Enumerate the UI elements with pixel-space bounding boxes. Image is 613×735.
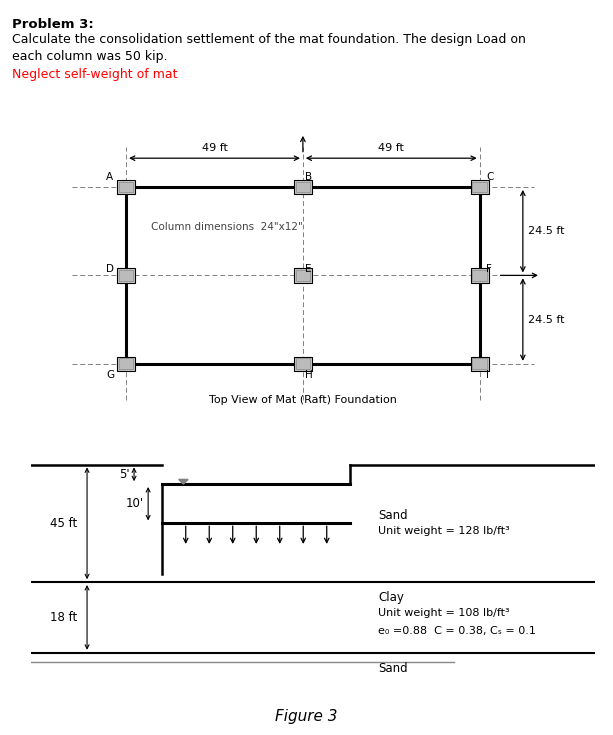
Text: Column dimensions  24"x12": Column dimensions 24"x12" — [151, 222, 303, 232]
Bar — [126, 187, 479, 364]
Text: Figure 3: Figure 3 — [275, 709, 338, 724]
Text: H: H — [305, 370, 313, 380]
Text: 10': 10' — [125, 497, 143, 510]
Bar — [294, 356, 312, 371]
Text: e₀ =0.88  C⁣ = 0.38, Cₛ = 0.1: e₀ =0.88 C⁣ = 0.38, Cₛ = 0.1 — [378, 626, 536, 636]
Text: Unit weight = 108 lb/ft³: Unit weight = 108 lb/ft³ — [378, 609, 510, 618]
Text: Sand: Sand — [378, 509, 408, 522]
Text: A: A — [107, 172, 113, 182]
Text: Neglect self-weight of mat: Neglect self-weight of mat — [12, 68, 178, 82]
Bar — [294, 268, 312, 282]
Bar — [119, 182, 134, 193]
Text: Calculate the consolidation settlement of the mat foundation. The design Load on: Calculate the consolidation settlement o… — [12, 33, 526, 46]
Bar — [471, 268, 489, 282]
Bar — [473, 359, 487, 369]
Text: G: G — [107, 370, 115, 380]
Bar — [295, 182, 310, 193]
Text: 24.5 ft: 24.5 ft — [528, 226, 565, 236]
Text: 24.5 ft: 24.5 ft — [528, 315, 565, 325]
Text: E: E — [305, 264, 311, 273]
Text: F: F — [486, 264, 492, 273]
Text: C: C — [486, 172, 493, 182]
Text: Problem 3:: Problem 3: — [12, 18, 94, 32]
Text: 5': 5' — [119, 467, 129, 481]
Text: D: D — [107, 264, 115, 273]
Bar — [295, 359, 310, 369]
Text: Unit weight = 128 lb/ft³: Unit weight = 128 lb/ft³ — [378, 526, 510, 536]
Text: each column was 50 kip.: each column was 50 kip. — [12, 50, 168, 63]
Text: 45 ft: 45 ft — [50, 517, 78, 530]
Text: Sand: Sand — [378, 662, 408, 675]
Bar — [295, 270, 310, 281]
Text: 49 ft: 49 ft — [202, 143, 227, 153]
Polygon shape — [179, 479, 188, 484]
Bar — [294, 180, 312, 194]
Bar — [117, 356, 135, 371]
Text: Top View of Mat (Raft) Foundation: Top View of Mat (Raft) Foundation — [209, 395, 397, 405]
Bar — [117, 268, 135, 282]
Bar — [117, 180, 135, 194]
Text: Clay: Clay — [378, 591, 405, 604]
Text: B: B — [305, 172, 312, 182]
Bar — [471, 180, 489, 194]
Bar — [119, 359, 134, 369]
Bar — [473, 270, 487, 281]
Text: I: I — [486, 370, 489, 380]
Text: 18 ft: 18 ft — [50, 611, 78, 624]
Text: 49 ft: 49 ft — [378, 143, 404, 153]
Bar — [473, 182, 487, 193]
Bar — [471, 356, 489, 371]
Bar — [119, 270, 134, 281]
